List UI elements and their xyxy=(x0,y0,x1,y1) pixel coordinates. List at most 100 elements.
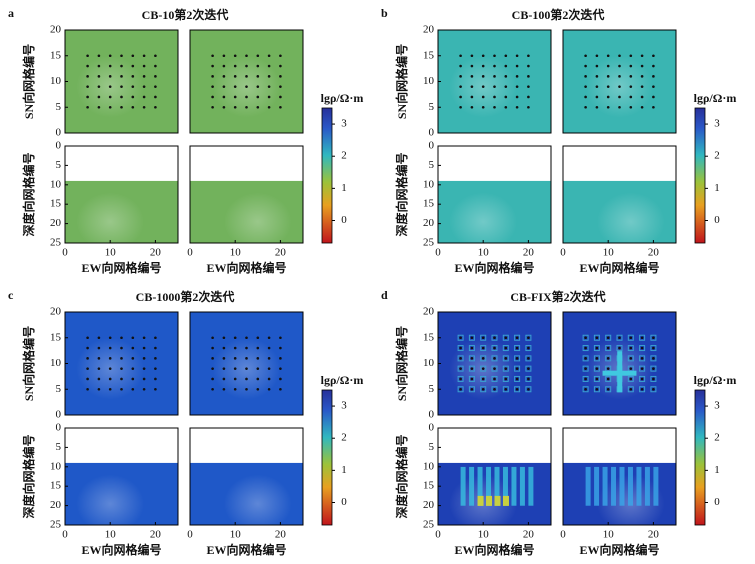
electrode xyxy=(481,357,485,360)
electrode-cell xyxy=(582,355,589,362)
panel-title: CB-100第2次迭代 xyxy=(512,7,605,22)
electrode xyxy=(279,95,282,99)
depth-core xyxy=(494,495,501,506)
electrode xyxy=(481,377,485,381)
depth-frame xyxy=(437,427,552,526)
electrode xyxy=(233,367,237,370)
electrode xyxy=(652,64,655,68)
electrode-cell xyxy=(502,375,509,382)
electrode xyxy=(470,367,474,370)
electrode xyxy=(131,357,135,360)
colorbar-tick-label: 1 xyxy=(341,464,347,476)
electrode xyxy=(606,105,610,109)
electrode-cell xyxy=(593,355,600,362)
electrode-cell xyxy=(514,334,521,341)
y-axis-label: SN向网格编号 xyxy=(394,326,409,401)
colorbar-tick-label: 3 xyxy=(341,118,347,130)
colorbar-tick-label: 0 xyxy=(714,214,720,226)
electrode xyxy=(504,64,508,68)
electrode xyxy=(222,377,226,381)
electrode xyxy=(233,75,237,78)
y-axis-label: 深度向网格编号 xyxy=(21,434,36,518)
electrode xyxy=(515,64,519,68)
electrode xyxy=(86,105,89,109)
electrode-cell xyxy=(514,386,521,393)
electrode xyxy=(222,95,226,99)
electrode-cell xyxy=(480,345,487,352)
x-axis-label: EW向网格编号 xyxy=(81,542,161,557)
panel-label: d xyxy=(381,288,388,302)
electrode xyxy=(154,75,157,78)
x-axis-label: EW向网格编号 xyxy=(206,260,286,275)
x-tick-label: 0 xyxy=(435,529,441,541)
electrode xyxy=(652,346,655,350)
electrode xyxy=(606,95,610,99)
electrode xyxy=(245,367,248,370)
electrode xyxy=(618,95,621,99)
electrode xyxy=(504,85,508,88)
y-tick-label: 15 xyxy=(50,49,62,61)
electrode xyxy=(120,64,123,68)
electrode xyxy=(97,377,101,381)
x-axis-label: EW向网格编号 xyxy=(454,260,534,275)
electrode xyxy=(459,85,462,88)
electrode xyxy=(108,336,112,340)
electrode-cell xyxy=(480,375,487,382)
electrode xyxy=(86,64,89,68)
electrode xyxy=(527,95,530,99)
electrode xyxy=(267,367,271,370)
electrode xyxy=(279,85,282,88)
electrode-cell xyxy=(650,386,657,393)
electrode xyxy=(606,377,610,381)
y-tick-label: 5 xyxy=(429,441,435,453)
electrode xyxy=(222,75,226,78)
electrode xyxy=(142,346,146,350)
electrode xyxy=(120,75,123,78)
x-tick-label: 10 xyxy=(230,529,242,541)
electrode xyxy=(629,105,633,109)
y-tick-label: 0 xyxy=(429,409,435,421)
electrode xyxy=(267,346,271,350)
electrode xyxy=(131,64,135,68)
electrode xyxy=(279,105,282,109)
y-tick-label: 10 xyxy=(423,178,435,190)
electrode xyxy=(584,377,587,381)
panel-title: CB-1000第2次迭代 xyxy=(136,289,235,304)
electrode xyxy=(222,367,226,370)
electrode xyxy=(245,85,248,88)
colorbar-tick-label: 2 xyxy=(714,150,720,162)
electrode xyxy=(595,346,599,350)
electrode xyxy=(652,54,655,58)
x-tick-label: 20 xyxy=(275,529,287,541)
electrode xyxy=(459,377,462,381)
depth-core xyxy=(486,495,493,506)
x-tick-label: 10 xyxy=(105,247,117,259)
electrode xyxy=(606,64,610,68)
electrode xyxy=(470,75,474,78)
x-tick-label: 0 xyxy=(187,247,193,259)
x-tick-label: 20 xyxy=(523,529,535,541)
electrode xyxy=(629,377,633,381)
electrode-cell xyxy=(650,345,657,352)
electrode xyxy=(97,387,101,391)
x-tick-label: 20 xyxy=(275,247,287,259)
x-tick-label: 0 xyxy=(187,529,193,541)
depth-anomaly xyxy=(76,474,145,533)
electrode-cell xyxy=(616,345,623,352)
colorbar-tick-label: 0 xyxy=(714,496,720,508)
electrode xyxy=(233,105,237,109)
colorbar-tick-label: 3 xyxy=(714,400,720,412)
electrode xyxy=(154,346,157,350)
electrode-cell xyxy=(616,334,623,341)
y-axis-label: SN向网格编号 xyxy=(21,44,36,119)
depth-column xyxy=(585,466,591,506)
electrode xyxy=(459,105,462,109)
electrode xyxy=(606,357,610,360)
electrode xyxy=(504,336,508,340)
electrode xyxy=(108,357,112,360)
electrode xyxy=(493,377,496,381)
electrode-cell xyxy=(502,365,509,372)
electrode-cell xyxy=(502,334,509,341)
electrode xyxy=(618,105,621,109)
electrode xyxy=(595,387,599,391)
